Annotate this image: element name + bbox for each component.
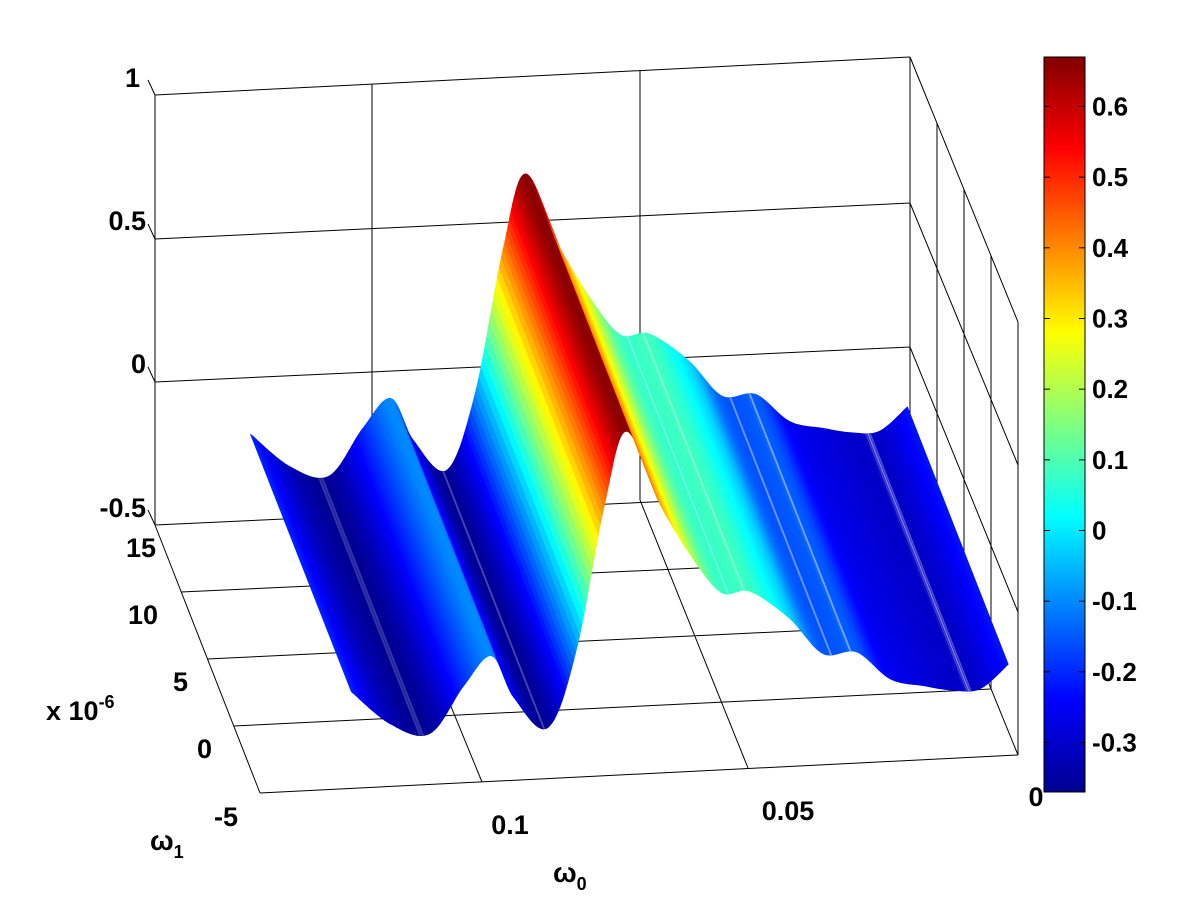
z-tick-mark [147,509,156,526]
surface-highlight [318,478,422,736]
colorbar-ticks: -0.3 -0.2 -0.1 0 0.1 0.2 0.3 0.4 0.5 0.6 [1044,91,1137,758]
colorbar-tick-label: 0.4 [1092,233,1129,263]
surface-highlight [640,333,744,591]
colorbar-tick-label: 0.5 [1092,162,1128,192]
y-tick-label: 10 [128,600,158,630]
grid-line [154,56,911,96]
z-tick-label: 1 [125,63,140,93]
surface-patch [905,406,1009,666]
z-tick-mark [147,366,156,383]
y-tick-label: -5 [214,802,238,832]
surface-highlight [865,433,969,692]
colorbar-bar [1043,56,1086,793]
z-tick-label: 0.5 [108,206,146,236]
colorbar: -0.3 -0.2 -0.1 0 0.1 0.2 0.3 0.4 0.5 0.6 [1043,56,1137,793]
surface-highlight [626,336,730,595]
colorbar-tick-label: 0.6 [1092,91,1128,121]
y-tick-label: 0 [197,734,212,764]
z-tick-mark [147,223,156,240]
z-tick-mark [147,79,156,96]
surface-highlight [442,471,546,729]
surface-highlight [748,393,852,651]
surface-highlight [321,478,425,736]
tick-labels: 1 0.5 0 -0.5 15 10 5 0 -5 x 10-6 0.1 0.0… [46,63,1044,894]
surface-highlight [863,433,967,692]
x-axis-label: ω0 [553,857,587,894]
y-exponent-label: x 10-6 [46,692,115,726]
surface-highlight [867,433,971,692]
surface-highlight [729,397,833,656]
z-tick-label: -0.5 [99,493,146,523]
y-tick-label: 5 [173,667,188,697]
x-tick-label: 0.1 [491,810,529,840]
grid-line [639,499,749,769]
surface-mesh [250,173,1009,737]
colorbar-tick-label: 0.2 [1092,374,1128,404]
colorbar-tick-label: 0.1 [1092,445,1128,475]
surface-highlight [746,393,850,652]
colorbar-tick-label: -0.2 [1092,657,1137,687]
surface-highlight [869,433,973,692]
colorbar-tick-label: -0.1 [1092,586,1137,616]
colorbar-tick-label: 0 [1092,516,1106,546]
grid-line [259,754,1019,794]
y-tick-label: 15 [126,533,156,563]
z-tick-label: 0 [131,349,146,379]
x-tick-label: 0 [1028,782,1043,812]
grid-line [233,688,992,727]
colorbar-tick-label: 0.3 [1092,303,1128,333]
y-axis-label: ω1 [150,825,184,862]
colorbar-tick-label: -0.3 [1092,728,1137,758]
surface-highlight [642,333,746,591]
x-tick-label: 0.05 [762,796,815,826]
